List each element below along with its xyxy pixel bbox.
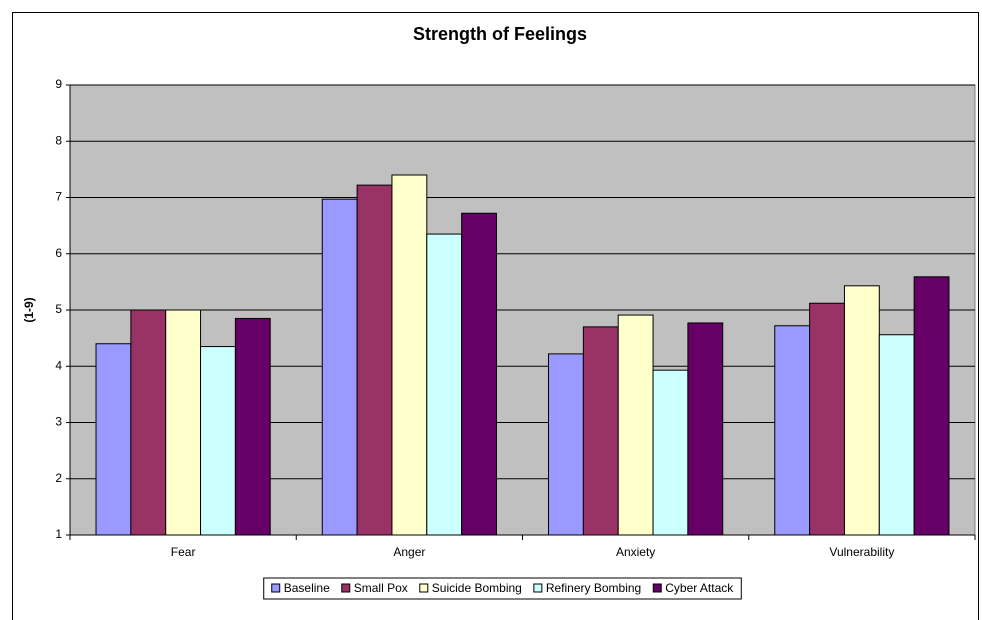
legend-label: Small Pox	[354, 581, 408, 595]
bar	[878, 334, 915, 536]
bar	[356, 184, 393, 536]
y-tick-label: 1	[55, 527, 62, 541]
legend-swatch	[419, 583, 429, 593]
legend-swatch	[533, 583, 543, 593]
y-tick-label: 3	[55, 415, 62, 429]
legend-swatch	[652, 583, 662, 593]
bar	[617, 314, 654, 536]
x-tick-label: Fear	[171, 545, 196, 559]
bar	[200, 346, 236, 536]
x-tick-label: Vulnerability	[829, 545, 894, 559]
y-tick-label: 9	[55, 77, 62, 91]
y-axis-label: (1-9)	[22, 297, 36, 322]
y-tick-label: 5	[55, 302, 62, 316]
y-tick-label: 7	[55, 190, 62, 204]
bar	[95, 343, 132, 536]
y-tick-label: 8	[55, 133, 62, 147]
x-tick-label: Anger	[393, 545, 425, 559]
bar	[809, 302, 845, 536]
legend-label: Baseline	[284, 581, 330, 595]
bar	[652, 369, 689, 536]
legend-label: Cyber Attack	[665, 581, 734, 595]
legend-label: Suicide Bombing	[432, 581, 522, 595]
bar	[391, 174, 428, 536]
y-tick-label: 4	[55, 358, 62, 372]
x-tick-label: Anxiety	[616, 545, 655, 559]
bar	[461, 212, 497, 536]
legend-swatch	[271, 583, 281, 593]
bar	[321, 198, 358, 536]
bar	[130, 309, 167, 536]
bar	[687, 322, 724, 536]
bar	[234, 317, 271, 536]
bar	[165, 309, 202, 536]
bar	[913, 276, 950, 536]
legend-label: Refinery Bombing	[546, 581, 641, 595]
bar	[426, 233, 463, 536]
legend	[263, 577, 742, 600]
y-tick-label: 2	[55, 471, 62, 485]
bar	[774, 325, 811, 536]
chart-title: Strength of Feelings	[413, 24, 587, 44]
legend-swatch	[341, 583, 351, 593]
bar	[548, 353, 584, 536]
bar	[582, 326, 619, 536]
y-tick-label: 6	[55, 246, 62, 260]
bar	[843, 285, 880, 536]
